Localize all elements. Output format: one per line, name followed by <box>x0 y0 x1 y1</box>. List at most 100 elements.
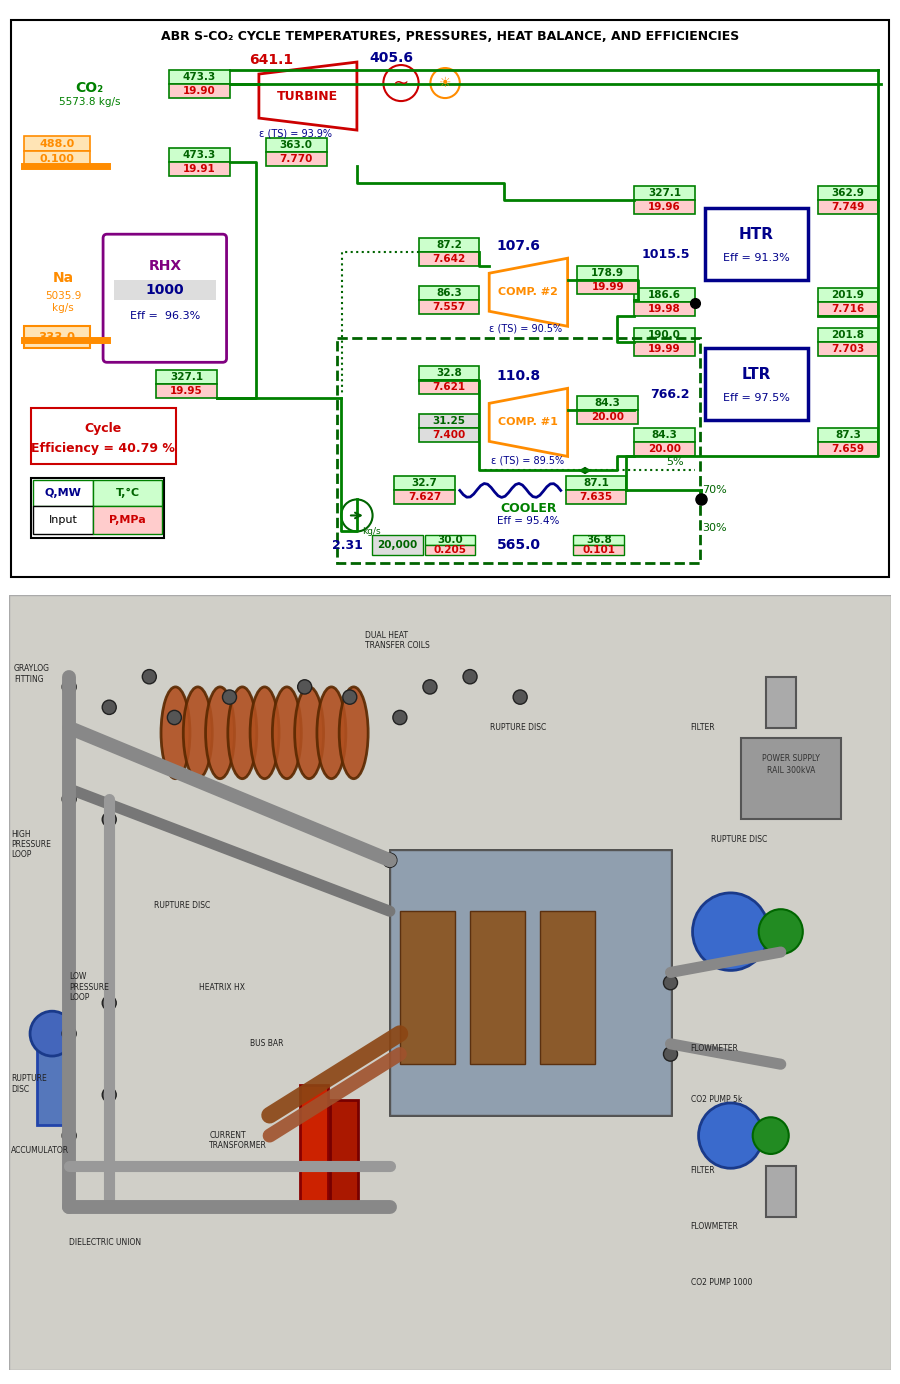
Ellipse shape <box>294 686 324 779</box>
FancyBboxPatch shape <box>578 280 638 295</box>
FancyBboxPatch shape <box>817 201 878 215</box>
FancyBboxPatch shape <box>300 1085 328 1207</box>
Text: 20,000: 20,000 <box>377 541 418 551</box>
Text: 1000: 1000 <box>146 284 184 298</box>
FancyBboxPatch shape <box>634 342 695 356</box>
Text: RUPTURE DISC: RUPTURE DISC <box>711 835 767 844</box>
Ellipse shape <box>317 686 346 779</box>
Circle shape <box>62 1027 77 1041</box>
Text: 5035.9: 5035.9 <box>45 291 81 302</box>
Text: Eff =  96.3%: Eff = 96.3% <box>130 311 200 321</box>
FancyBboxPatch shape <box>266 138 327 152</box>
FancyBboxPatch shape <box>634 185 695 201</box>
Text: 7.749: 7.749 <box>832 202 865 212</box>
Text: ☀: ☀ <box>439 76 451 90</box>
Circle shape <box>382 853 397 868</box>
FancyBboxPatch shape <box>578 396 638 410</box>
Text: FLOWMETER: FLOWMETER <box>690 1044 738 1053</box>
FancyBboxPatch shape <box>634 302 695 317</box>
FancyBboxPatch shape <box>705 208 807 280</box>
Text: 19.95: 19.95 <box>170 386 202 396</box>
Circle shape <box>103 996 116 1010</box>
FancyBboxPatch shape <box>23 327 90 349</box>
Text: 19.98: 19.98 <box>648 304 681 314</box>
Circle shape <box>663 976 678 990</box>
FancyBboxPatch shape <box>168 148 230 162</box>
Ellipse shape <box>161 686 190 779</box>
FancyBboxPatch shape <box>573 536 625 545</box>
Circle shape <box>103 1088 116 1102</box>
Text: FLOWMETER: FLOWMETER <box>690 1222 738 1232</box>
Text: 20.00: 20.00 <box>591 412 625 422</box>
FancyBboxPatch shape <box>817 443 878 457</box>
Text: TURBINE: TURBINE <box>277 90 338 102</box>
FancyBboxPatch shape <box>817 328 878 342</box>
Text: 7.627: 7.627 <box>408 493 441 502</box>
Ellipse shape <box>184 686 212 779</box>
Circle shape <box>423 680 437 693</box>
FancyBboxPatch shape <box>418 367 480 381</box>
Text: Na: Na <box>52 271 74 285</box>
Circle shape <box>103 700 116 714</box>
Text: 19.90: 19.90 <box>183 86 215 95</box>
Text: 565.0: 565.0 <box>497 538 541 552</box>
Text: RUPTURE
DISC: RUPTURE DISC <box>11 1074 47 1093</box>
Text: 31.25: 31.25 <box>433 417 465 426</box>
Text: 2.31: 2.31 <box>332 538 363 552</box>
Circle shape <box>62 1128 77 1143</box>
Polygon shape <box>490 259 568 327</box>
Text: 7.659: 7.659 <box>832 444 864 454</box>
FancyBboxPatch shape <box>766 1167 796 1217</box>
Text: 363.0: 363.0 <box>280 140 312 149</box>
Ellipse shape <box>250 686 279 779</box>
Text: 5573.8 kg/s: 5573.8 kg/s <box>58 97 120 107</box>
Text: kg/s: kg/s <box>363 527 381 536</box>
Text: 19.99: 19.99 <box>591 282 624 292</box>
Text: 327.1: 327.1 <box>170 372 202 382</box>
Text: RUPTURE DISC: RUPTURE DISC <box>154 901 211 911</box>
Text: ε (TS) = 90.5%: ε (TS) = 90.5% <box>490 324 562 334</box>
Text: 20.00: 20.00 <box>648 444 681 454</box>
Text: 0.205: 0.205 <box>434 545 466 555</box>
FancyBboxPatch shape <box>817 429 878 443</box>
Text: BUS BAR: BUS BAR <box>249 1039 283 1048</box>
Text: 201.9: 201.9 <box>832 291 864 300</box>
FancyBboxPatch shape <box>741 738 841 819</box>
Text: POWER SUPPLY: POWER SUPPLY <box>761 754 820 763</box>
FancyBboxPatch shape <box>634 429 695 443</box>
FancyBboxPatch shape <box>266 152 327 166</box>
FancyBboxPatch shape <box>470 911 526 1064</box>
FancyBboxPatch shape <box>425 536 475 545</box>
Text: ε (TS) = 93.9%: ε (TS) = 93.9% <box>259 129 332 138</box>
Text: 201.8: 201.8 <box>832 331 864 340</box>
Text: HTR: HTR <box>739 227 774 242</box>
Ellipse shape <box>228 686 256 779</box>
Text: 327.1: 327.1 <box>648 188 681 198</box>
FancyBboxPatch shape <box>418 300 480 314</box>
FancyBboxPatch shape <box>32 507 94 534</box>
Circle shape <box>298 680 311 693</box>
FancyBboxPatch shape <box>104 234 227 363</box>
FancyBboxPatch shape <box>400 911 455 1064</box>
Text: CURRENT
TRANSFORMER: CURRENT TRANSFORMER <box>210 1131 267 1150</box>
Text: 30%: 30% <box>702 523 727 533</box>
FancyBboxPatch shape <box>817 185 878 201</box>
Circle shape <box>663 1046 678 1062</box>
FancyBboxPatch shape <box>394 490 454 504</box>
FancyBboxPatch shape <box>540 911 595 1064</box>
FancyBboxPatch shape <box>168 71 230 84</box>
Text: 333.0: 333.0 <box>39 331 76 343</box>
Text: LOW
PRESSURE
LOOP: LOW PRESSURE LOOP <box>69 973 109 1002</box>
Text: 107.6: 107.6 <box>497 239 541 253</box>
Circle shape <box>222 691 237 704</box>
FancyBboxPatch shape <box>565 476 626 490</box>
FancyBboxPatch shape <box>372 536 423 555</box>
FancyBboxPatch shape <box>156 385 217 399</box>
FancyBboxPatch shape <box>156 371 217 385</box>
Text: T,°C: T,°C <box>115 489 140 498</box>
Text: Input: Input <box>49 515 77 526</box>
Text: COMP. #2: COMP. #2 <box>499 288 558 298</box>
Circle shape <box>393 710 407 725</box>
Text: Eff = 95.4%: Eff = 95.4% <box>497 516 560 526</box>
FancyBboxPatch shape <box>114 280 216 300</box>
